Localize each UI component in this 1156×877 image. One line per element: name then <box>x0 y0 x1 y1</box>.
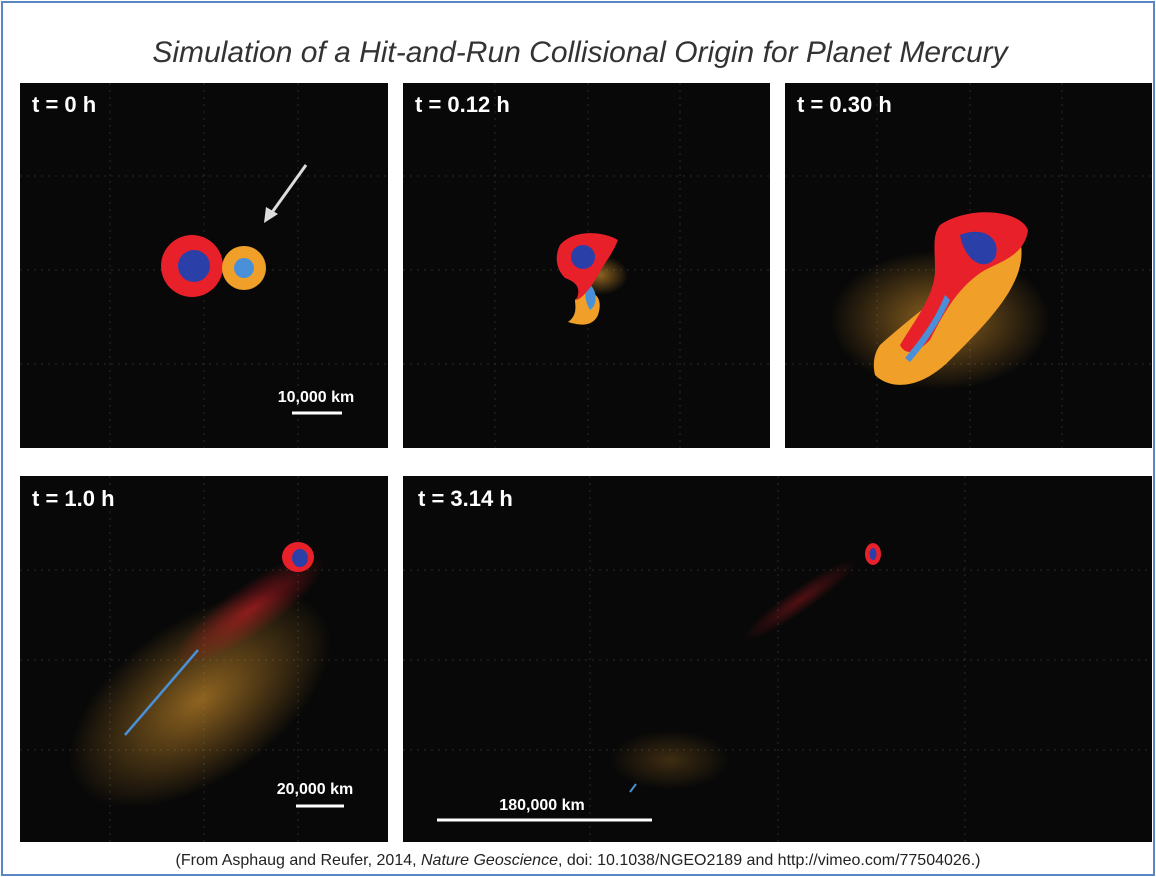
figure: Simulation of a Hit-and-Run Collisional … <box>0 0 1156 877</box>
time-label: t = 0.30 h <box>797 92 892 117</box>
time-label: t = 0 h <box>32 92 96 117</box>
figure-title: Simulation of a Hit-and-Run Collisional … <box>152 36 1009 69</box>
page: Simulation of a Hit-and-Run Collisional … <box>0 0 1156 877</box>
scale-bar-label: 180,000 km <box>499 797 584 814</box>
journal-name: Nature Geoscience <box>421 852 558 869</box>
scale-bar-label: 10,000 km <box>278 389 355 406</box>
caption-text: (From Asphaug and Reufer, 2014, <box>176 852 421 869</box>
scale-bar-label: 20,000 km <box>277 781 354 798</box>
time-label: t = 1.0 h <box>32 486 115 511</box>
caption: (From Asphaug and Reufer, 2014, Nature G… <box>0 852 1156 870</box>
caption-text: , doi: 10.1038/NGEO2189 and http://vimeo… <box>558 852 981 869</box>
time-label: t = 0.12 h <box>415 92 510 117</box>
time-label: t = 3.14 h <box>418 486 513 511</box>
